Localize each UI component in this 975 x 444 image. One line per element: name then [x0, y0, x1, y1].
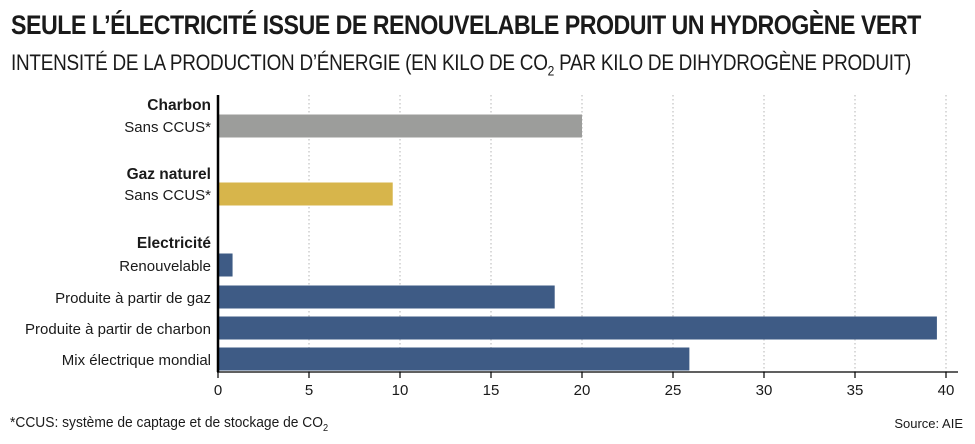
source-label: Source: AIE — [894, 416, 963, 431]
footnote: *CCUS: système de captage et de stockage… — [10, 414, 328, 434]
group-label: Charbon — [147, 97, 211, 114]
x-tick-label: 30 — [756, 382, 773, 399]
subtitle-text: INTENSITÉ DE LA PRODUCTION D’ÉNERGIE (EN… — [11, 50, 548, 75]
x-tick-label: 40 — [938, 382, 955, 399]
footnote-subscript: 2 — [322, 423, 329, 434]
chart-subtitle: INTENSITÉ DE LA PRODUCTION D’ÉNERGIE (EN… — [11, 50, 940, 78]
bar — [218, 316, 937, 340]
bar — [218, 182, 393, 206]
category-label: Produite à partir de gaz — [55, 290, 211, 307]
subtitle-text-end: PAR KILO DE DIHYDROGÈNE PRODUIT) — [554, 50, 912, 75]
chart-title: SEULE L’ÉLECTRICITÉ ISSUE DE RENOUVELABL… — [11, 10, 921, 40]
category-label: Mix électrique mondial — [62, 352, 211, 369]
x-tick-label: 10 — [392, 382, 409, 399]
x-tick-label: 5 — [305, 382, 313, 399]
category-label: Renouvelable — [119, 258, 211, 275]
bar — [218, 285, 555, 309]
group-label: Gaz naturel — [127, 166, 211, 183]
x-tick-label: 0 — [214, 382, 222, 399]
bar — [218, 114, 582, 138]
category-label: Sans CCUS* — [124, 119, 211, 136]
subtitle-subscript: 2 — [547, 62, 555, 79]
category-label: Sans CCUS* — [124, 187, 211, 204]
x-tick-label: 25 — [665, 382, 682, 399]
x-tick-label: 20 — [574, 382, 591, 399]
bar — [218, 253, 233, 277]
bar — [218, 347, 690, 371]
group-label: Electricité — [137, 235, 211, 252]
x-tick-label: 35 — [847, 382, 864, 399]
footnote-text: *CCUS: système de captage et de stockage… — [10, 414, 323, 431]
category-label: Produite à partir de charbon — [25, 321, 211, 338]
x-tick-label: 15 — [483, 382, 500, 399]
